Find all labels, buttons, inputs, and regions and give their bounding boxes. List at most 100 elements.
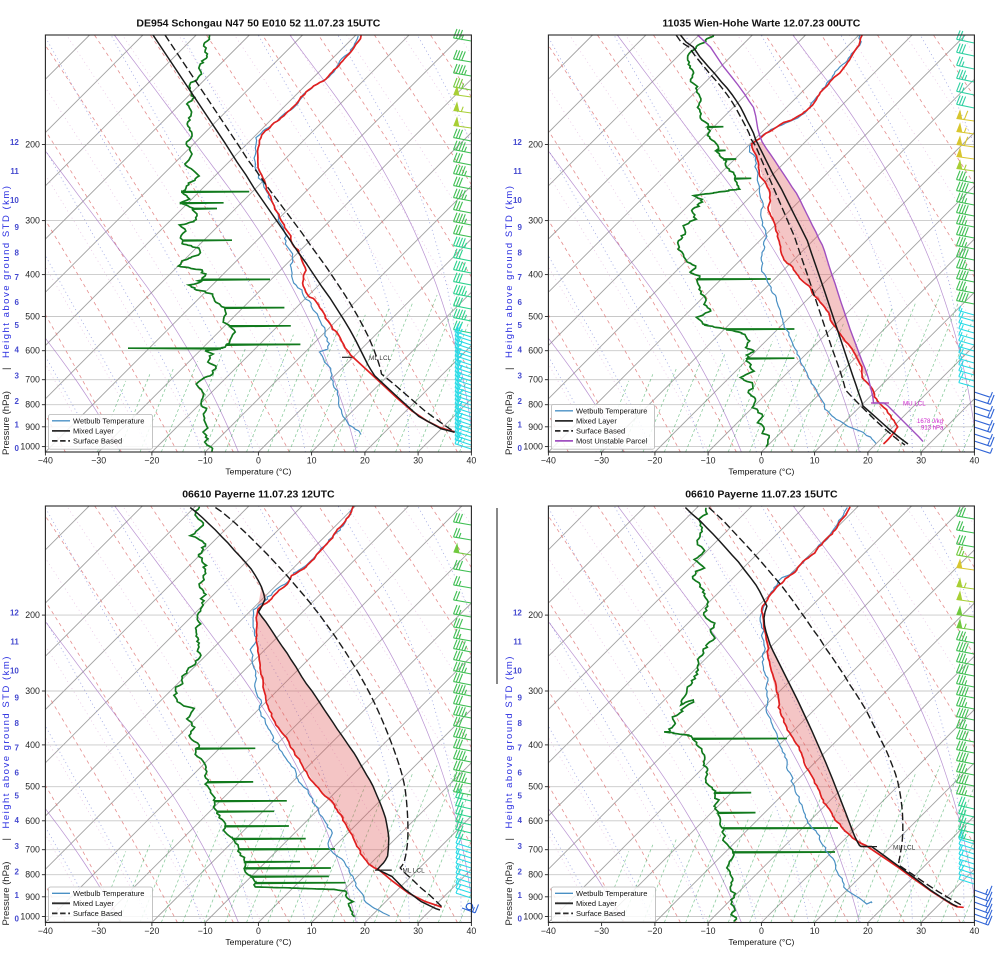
svg-text:ML LCL: ML LCL — [403, 868, 426, 875]
svg-text:9: 9 — [517, 694, 522, 703]
svg-text:11035 Wien-Hohe Warte 12.07.23: 11035 Wien-Hohe Warte 12.07.23 00UTC — [662, 18, 860, 30]
svg-text:300: 300 — [25, 216, 40, 226]
svg-text:11: 11 — [513, 638, 522, 647]
svg-text:Mixed Layer: Mixed Layer — [576, 417, 617, 426]
svg-text:1: 1 — [14, 891, 19, 900]
svg-text:Temperature (°C): Temperature (°C) — [225, 467, 291, 477]
svg-text:4: 4 — [517, 346, 522, 355]
svg-text:900: 900 — [25, 892, 40, 902]
svg-text:Temperature (°C): Temperature (°C) — [728, 937, 794, 947]
svg-text:10: 10 — [10, 196, 19, 205]
svg-text:−10: −10 — [198, 926, 213, 936]
svg-text:8: 8 — [14, 719, 19, 728]
svg-text:12: 12 — [10, 609, 19, 618]
svg-text:40: 40 — [467, 456, 477, 466]
svg-text:500: 500 — [528, 782, 543, 792]
svg-text:500: 500 — [25, 782, 40, 792]
svg-text:3: 3 — [517, 372, 522, 381]
svg-text:20: 20 — [863, 926, 873, 936]
svg-text:40: 40 — [467, 926, 477, 936]
svg-text:−40: −40 — [541, 926, 556, 936]
svg-text:500: 500 — [528, 312, 543, 322]
svg-text:−30: −30 — [91, 456, 106, 466]
svg-text:30: 30 — [413, 456, 423, 466]
svg-text:Height above ground STD (km): Height above ground STD (km) — [1, 655, 12, 828]
svg-text:800: 800 — [528, 870, 543, 880]
svg-text:20: 20 — [360, 456, 370, 466]
svg-text:Mixed Layer: Mixed Layer — [73, 899, 114, 908]
svg-text:−10: −10 — [701, 926, 716, 936]
svg-text:8: 8 — [517, 719, 522, 728]
svg-text:900: 900 — [528, 422, 543, 432]
svg-text:−30: −30 — [91, 926, 106, 936]
svg-text:06610 Payerne 11.07.23 12UTC: 06610 Payerne 11.07.23 12UTC — [182, 489, 335, 501]
svg-text:913 hPa: 913 hPa — [921, 426, 944, 432]
svg-text:900: 900 — [528, 892, 543, 902]
svg-text:Height above ground STD (km): Height above ground STD (km) — [504, 185, 515, 358]
svg-text:12: 12 — [10, 138, 19, 147]
svg-text:600: 600 — [528, 816, 543, 826]
svg-text:40: 40 — [970, 926, 980, 936]
svg-text:−20: −20 — [647, 456, 662, 466]
svg-text:10: 10 — [810, 456, 820, 466]
svg-text:800: 800 — [25, 400, 40, 410]
svg-text:5: 5 — [14, 321, 19, 330]
svg-text:Temperature (°C): Temperature (°C) — [728, 467, 794, 477]
svg-text:200: 200 — [528, 610, 543, 620]
svg-text:30: 30 — [413, 926, 423, 936]
svg-text:6: 6 — [14, 769, 19, 778]
svg-text:11: 11 — [10, 638, 19, 647]
svg-text:Most Unstable Parcel: Most Unstable Parcel — [576, 437, 648, 446]
svg-text:−20: −20 — [647, 926, 662, 936]
svg-text:−30: −30 — [594, 456, 609, 466]
svg-text:7: 7 — [517, 744, 522, 753]
svg-text:Pressure (hPa): Pressure (hPa) — [1, 862, 12, 926]
svg-text:0: 0 — [14, 444, 19, 453]
svg-text:0: 0 — [256, 926, 261, 936]
svg-text:8: 8 — [14, 249, 19, 258]
svg-text:6: 6 — [517, 298, 522, 307]
svg-text:Wetbulb Temperature: Wetbulb Temperature — [576, 406, 647, 415]
svg-text:10: 10 — [513, 667, 522, 676]
svg-text:0: 0 — [759, 926, 764, 936]
svg-text:4: 4 — [14, 346, 19, 355]
svg-text:0: 0 — [14, 915, 19, 924]
svg-text:700: 700 — [25, 375, 40, 385]
svg-text:200: 200 — [25, 140, 40, 150]
svg-text:Height above ground STD (km): Height above ground STD (km) — [1, 185, 12, 358]
svg-text:1: 1 — [14, 421, 19, 430]
svg-text:Mixed Layer: Mixed Layer — [576, 899, 617, 908]
svg-text:600: 600 — [25, 346, 40, 356]
svg-text:ML LCL: ML LCL — [369, 355, 392, 362]
svg-text:40: 40 — [970, 456, 980, 466]
svg-text:30: 30 — [916, 926, 926, 936]
svg-text:1678 J/kg: 1678 J/kg — [917, 419, 943, 425]
svg-text:1000: 1000 — [20, 912, 40, 922]
svg-text:Surface Based: Surface Based — [576, 909, 625, 918]
svg-text:700: 700 — [528, 375, 543, 385]
svg-text:10: 10 — [513, 196, 522, 205]
svg-text:2: 2 — [14, 397, 19, 406]
svg-text:20: 20 — [863, 456, 873, 466]
svg-text:7: 7 — [14, 744, 19, 753]
svg-text:8: 8 — [517, 249, 522, 258]
svg-text:400: 400 — [25, 740, 40, 750]
svg-text:500: 500 — [25, 312, 40, 322]
svg-text:|: | — [1, 368, 12, 370]
svg-text:9: 9 — [14, 694, 19, 703]
svg-text:−20: −20 — [144, 456, 159, 466]
svg-text:4: 4 — [517, 816, 522, 825]
svg-text:MU LCL: MU LCL — [903, 401, 926, 408]
svg-text:10: 10 — [307, 456, 317, 466]
svg-text:5: 5 — [517, 792, 522, 801]
svg-text:200: 200 — [25, 610, 40, 620]
svg-text:0: 0 — [517, 915, 522, 924]
svg-text:Pressure (hPa): Pressure (hPa) — [504, 391, 515, 455]
svg-text:10: 10 — [307, 926, 317, 936]
svg-text:20: 20 — [360, 926, 370, 936]
svg-text:−10: −10 — [701, 456, 716, 466]
svg-text:3: 3 — [14, 372, 19, 381]
svg-text:|: | — [504, 838, 515, 840]
svg-text:30: 30 — [916, 456, 926, 466]
svg-text:2: 2 — [517, 397, 522, 406]
